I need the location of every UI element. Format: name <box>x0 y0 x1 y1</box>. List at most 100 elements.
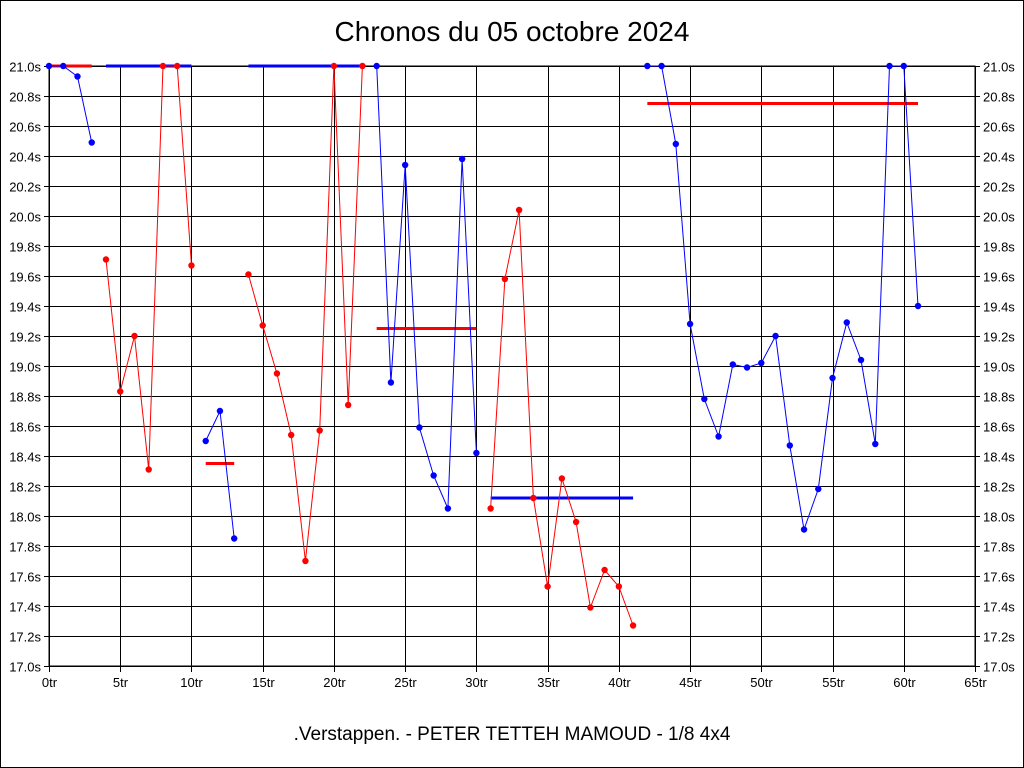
data-point <box>102 256 110 263</box>
x-tick-label: 25tr <box>394 675 417 690</box>
data-point <box>587 604 594 611</box>
y-tick-label-right: 20.6s <box>983 120 1015 135</box>
data-point <box>74 73 81 80</box>
data-point <box>772 332 779 340</box>
y-tick-label-left: 19.2s <box>9 330 41 345</box>
data-point <box>843 319 850 326</box>
data-point <box>501 275 509 283</box>
data-point <box>515 206 523 214</box>
data-point <box>174 62 181 70</box>
y-tick-label-left: 20.2s <box>9 180 41 195</box>
y-tick-label-right: 20.4s <box>983 150 1015 165</box>
data-point <box>245 271 252 278</box>
y-tick-label-left: 18.0s <box>9 510 41 525</box>
data-point <box>131 332 138 340</box>
data-point <box>487 505 494 512</box>
x-tick-label: 30tr <box>465 675 488 690</box>
y-tick-label-left: 17.0s <box>9 660 41 675</box>
data-point <box>815 485 822 493</box>
data-point <box>202 437 209 445</box>
data-point <box>886 62 893 70</box>
y-tick-label-left: 18.6s <box>9 420 41 435</box>
x-tick-label: 0tr <box>42 675 58 690</box>
y-tick-label-right: 20.8s <box>983 90 1015 105</box>
series-line <box>49 65 93 143</box>
data-point <box>530 494 537 502</box>
y-tick-label-left: 17.6s <box>9 570 41 585</box>
data-point <box>188 262 195 269</box>
x-tick-label: 40tr <box>608 675 631 690</box>
y-tick-label-right: 17.6s <box>983 570 1015 585</box>
y-tick-label-left: 20.8s <box>9 90 41 105</box>
y-tick-label-right: 17.4s <box>983 600 1015 615</box>
data-point <box>857 356 865 364</box>
data-point <box>658 62 665 70</box>
y-tick-label-left: 20.6s <box>9 120 41 135</box>
y-tick-label-left: 19.4s <box>9 300 41 315</box>
data-point <box>287 431 295 439</box>
y-tick-label-left: 17.8s <box>9 540 41 555</box>
x-tick-label: 20tr <box>323 675 346 690</box>
x-tick-label: 10tr <box>180 675 203 690</box>
x-tick-label: 55tr <box>822 675 845 690</box>
y-tick-label-left: 21.0s <box>9 60 41 75</box>
y-tick-label-left: 20.4s <box>9 150 41 165</box>
chart-subtitle: .Verstappen. - PETER TETTEH MAMOUD - 1/8… <box>293 724 731 745</box>
y-tick-label-right: 19.0s <box>983 360 1015 375</box>
x-tick-label: 15tr <box>252 675 275 690</box>
data-point <box>259 322 266 329</box>
x-tick-label: 60tr <box>893 675 916 690</box>
data-point <box>330 62 338 70</box>
data-point <box>401 161 409 169</box>
data-point <box>231 535 238 542</box>
y-tick-label-right: 19.8s <box>983 240 1015 255</box>
y-tick-label-right: 20.2s <box>983 180 1015 195</box>
data-point <box>117 388 124 395</box>
data-point <box>216 407 224 415</box>
data-point <box>373 62 380 70</box>
data-point <box>644 62 651 70</box>
data-point <box>800 526 808 533</box>
data-point <box>316 427 323 434</box>
data-point <box>416 424 423 431</box>
y-tick-label-right: 19.6s <box>983 270 1015 285</box>
y-tick-label-left: 18.2s <box>9 480 41 495</box>
data-point <box>629 622 637 629</box>
y-tick-label-right: 19.4s <box>983 300 1015 315</box>
y-tick-label-right: 21.0s <box>983 60 1015 75</box>
data-point <box>387 379 395 386</box>
data-point <box>829 374 836 382</box>
x-tick-label: 65tr <box>964 675 987 690</box>
y-tick-label-left: 18.4s <box>9 450 41 465</box>
data-point <box>729 361 737 368</box>
data-point <box>45 62 53 70</box>
y-tick-label-right: 18.2s <box>983 480 1015 495</box>
data-point <box>344 401 352 409</box>
y-tick-label-left: 17.4s <box>9 600 41 615</box>
data-point <box>900 62 907 70</box>
data-point <box>430 472 437 479</box>
y-tick-label-right: 18.0s <box>983 510 1015 525</box>
y-tick-label-right: 18.4s <box>983 450 1015 465</box>
y-tick-label-right: 18.6s <box>983 420 1015 435</box>
y-tick-label-left: 19.0s <box>9 360 41 375</box>
x-tick-label: 35tr <box>537 675 560 690</box>
data-point <box>359 62 366 70</box>
data-point <box>444 505 452 512</box>
data-point <box>715 433 722 440</box>
y-tick-label-left: 17.2s <box>9 630 41 645</box>
y-tick-label-left: 19.8s <box>9 240 41 255</box>
y-tick-label-left: 18.8s <box>9 390 41 405</box>
y-tick-label-left: 20.0s <box>9 210 41 225</box>
data-point <box>558 475 566 482</box>
data-point <box>159 62 167 70</box>
data-point <box>872 440 879 448</box>
data-point <box>458 155 466 163</box>
data-point <box>615 583 623 590</box>
data-point <box>786 442 793 449</box>
data-point <box>743 364 751 371</box>
data-point <box>686 320 694 328</box>
data-point <box>701 395 708 403</box>
y-tick-label-right: 20.0s <box>983 210 1015 225</box>
